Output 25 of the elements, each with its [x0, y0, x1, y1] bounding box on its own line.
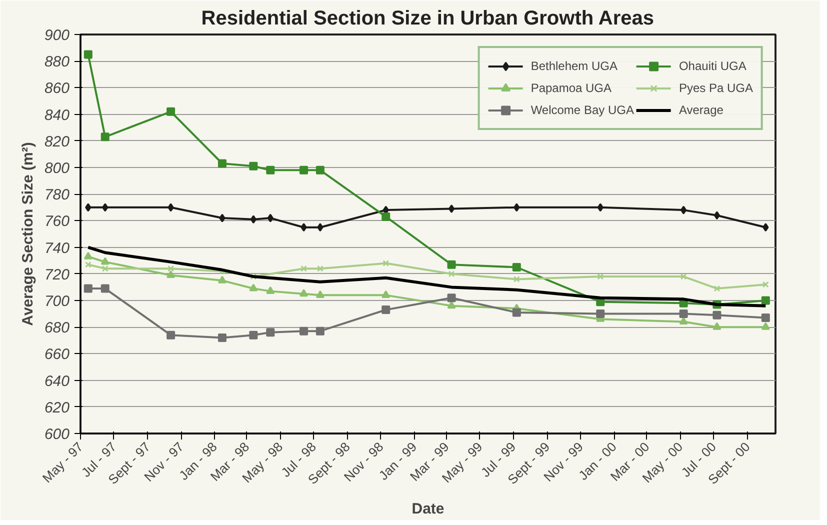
y-tick-label: 820	[44, 133, 70, 150]
legend-label: Bethlehem UGA	[530, 59, 618, 73]
y-tick-label: 640	[44, 372, 70, 390]
y-tick-label: 700	[44, 293, 70, 310]
y-tick-label: 840	[44, 106, 70, 124]
y-tick-label: 720	[44, 266, 70, 284]
y-tick-label: 800	[44, 160, 70, 177]
y-tick-label: 760	[44, 213, 70, 230]
legend-label: Welcome Bay UGA	[530, 103, 634, 117]
y-tick-label: 880	[44, 54, 70, 71]
y-axis-title: Average Section Size (m²)	[19, 142, 36, 326]
legend-label: Average	[678, 103, 724, 117]
y-tick-label: 660	[44, 346, 70, 364]
chart-title: Residential Section Size in Urban Growth Areas	[201, 8, 654, 30]
legend-label: Ohauiti UGA	[678, 59, 746, 73]
y-tick-label: 900	[44, 27, 70, 44]
x-axis-title: Date	[412, 500, 444, 518]
y-tick-label: 620	[44, 399, 70, 416]
y-tick-label: 680	[44, 320, 70, 337]
y-tick-label: 780	[44, 186, 70, 204]
y-tick-label: 740	[44, 240, 70, 257]
legend-label: Papamoa UGA	[530, 81, 612, 95]
y-tick-label: 600	[44, 426, 70, 443]
y-tick-label: 860	[44, 80, 70, 98]
legend-label: Pyes Pa UGA	[678, 81, 753, 95]
